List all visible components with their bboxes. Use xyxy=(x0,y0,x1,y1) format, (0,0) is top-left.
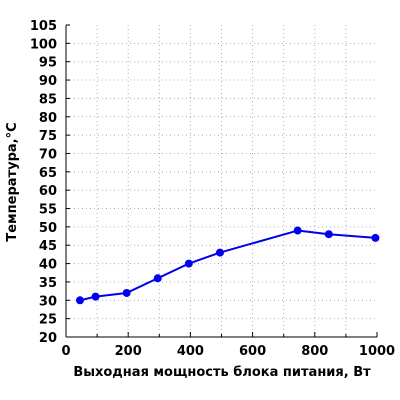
x-tick-label: 600 xyxy=(239,344,266,359)
y-tick-label: 40 xyxy=(39,258,57,273)
y-tick-label: 90 xyxy=(39,74,57,89)
y-tick-label: 70 xyxy=(39,147,57,162)
y-tick-label: 105 xyxy=(30,19,57,34)
data-point xyxy=(324,230,333,239)
data-point xyxy=(91,292,100,301)
data-point xyxy=(122,288,131,297)
axes xyxy=(65,24,378,338)
y-tick-label: 65 xyxy=(39,166,57,181)
x-tick-label: 200 xyxy=(115,344,142,359)
x-tick-label: 800 xyxy=(301,344,328,359)
x-tick-label: 1000 xyxy=(359,344,395,359)
data-point xyxy=(75,296,84,305)
y-tick-label: 95 xyxy=(39,56,57,71)
y-tick-label: 30 xyxy=(39,294,57,309)
grid xyxy=(66,25,377,337)
y-tick-label: 20 xyxy=(39,331,57,346)
y-tick-label: 25 xyxy=(39,313,57,328)
x-axis-label: Выходная мощность блока питания, Вт xyxy=(73,365,371,380)
y-tick-label: 85 xyxy=(39,92,57,107)
data-point xyxy=(293,226,302,235)
y-tick-label: 100 xyxy=(30,37,57,52)
x-tick-label: 0 xyxy=(61,344,70,359)
y-tick-label: 80 xyxy=(39,111,57,126)
data-point xyxy=(215,248,224,257)
y-tick-label: 75 xyxy=(39,129,57,144)
data-point xyxy=(184,259,193,268)
y-axis-label: Температура,°С xyxy=(5,122,20,241)
data-point xyxy=(371,233,380,242)
data-point xyxy=(153,274,162,283)
y-tick-label: 35 xyxy=(39,276,57,291)
y-tick-label: 50 xyxy=(39,221,57,236)
x-axis-ticks: 0 200 400 600 800 1000 xyxy=(61,344,395,359)
series xyxy=(75,226,380,305)
y-tick-label: 55 xyxy=(39,203,57,218)
x-tick-label: 400 xyxy=(177,344,204,359)
y-tick-label: 45 xyxy=(39,239,57,254)
y-axis-ticks: 20 25 30 35 40 45 50 55 60 65 70 75 80 85 90 95 100 105 xyxy=(30,19,57,346)
y-tick-label: 60 xyxy=(39,184,57,199)
